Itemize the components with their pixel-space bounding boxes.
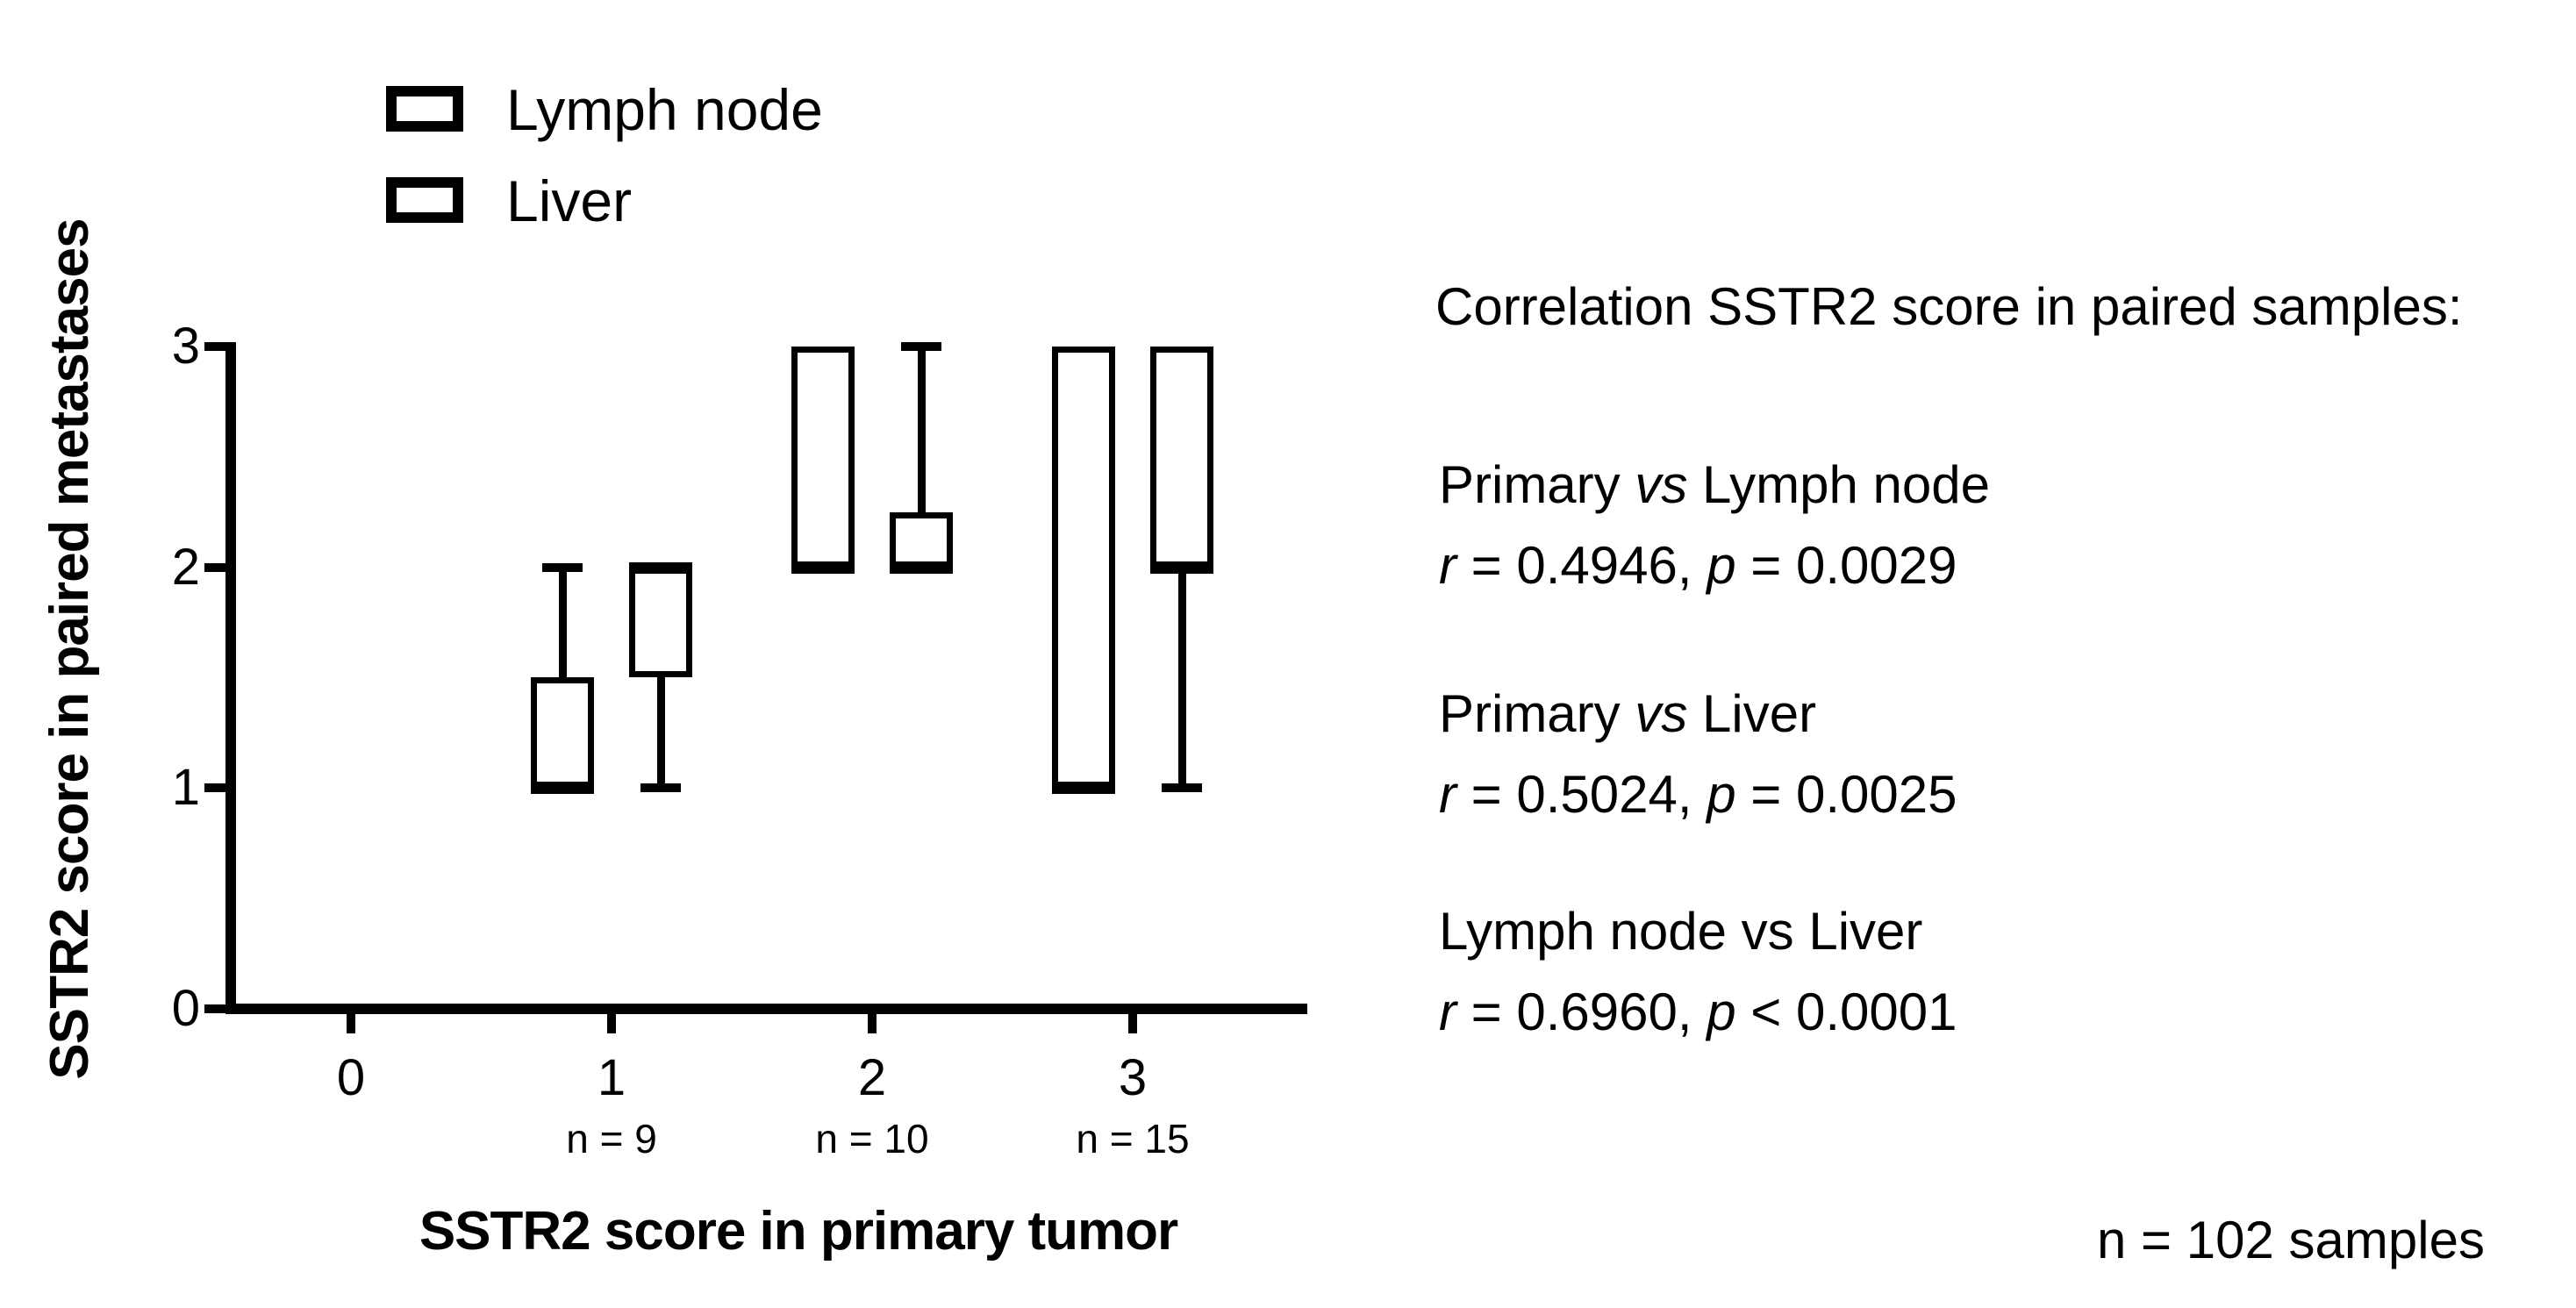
legend-item-lymph-node-label: Lymph node: [506, 77, 823, 142]
plain-text: Lymph node vs Liver: [1439, 902, 1923, 961]
plain-text: Primary: [1439, 684, 1635, 743]
group-count-label: n = 9: [566, 1116, 657, 1161]
legend-lymph-node-box-icon: [386, 86, 463, 132]
italic-text: p: [1707, 765, 1736, 824]
x-tick-label: 0: [336, 1049, 366, 1106]
whisker-cap: [541, 562, 583, 572]
italic-text: p: [1707, 536, 1736, 595]
total-samples-note: n = 102 samples: [2097, 1211, 2485, 1269]
x-axis-tick: [607, 1014, 616, 1033]
median-line: [1150, 561, 1214, 574]
stats-heading: Correlation SSTR2 score in paired sample…: [1435, 277, 2463, 336]
stats-pair-result: r = 0.5024, p = 0.0025: [1439, 765, 1957, 825]
italic-text: r: [1439, 536, 1456, 595]
box-liver-x2: [890, 511, 954, 568]
y-axis-tick: [204, 1004, 225, 1013]
whisker-line: [1178, 567, 1187, 789]
x-axis-tick: [1128, 1014, 1137, 1033]
x-axis-line: [225, 1004, 1307, 1014]
legend-item-liver-label: Liver: [506, 168, 633, 233]
stats-pair-title: Lymph node vs Liver: [1439, 902, 1922, 961]
x-tick-label: 1: [597, 1049, 626, 1106]
group-count-label: n = 10: [815, 1116, 929, 1161]
box-liver-x1: [629, 567, 693, 678]
whisker-cap: [640, 783, 682, 793]
legend-liver-box-icon: [386, 177, 463, 223]
italic-text: r: [1439, 765, 1456, 824]
whisker-line: [558, 567, 567, 678]
italic-text: vs: [1635, 684, 1688, 743]
italic-text: r: [1439, 983, 1456, 1041]
x-axis-title: SSTR2 score in primary tumor: [419, 1201, 1178, 1262]
y-tick-label: 2: [171, 538, 200, 596]
plain-text: = 0.0029: [1735, 536, 1957, 595]
box-lymph-node-x2: [791, 346, 855, 568]
italic-text: vs: [1635, 455, 1688, 514]
y-tick-label: 1: [171, 759, 200, 817]
stats-pair-title: Primary vs Lymph node: [1439, 455, 1990, 515]
stats-pair-title: Primary vs Liver: [1439, 684, 1816, 744]
group-count-label: n = 15: [1076, 1116, 1190, 1161]
median-line: [791, 561, 855, 574]
whisker-line: [918, 346, 927, 512]
median-line: [629, 561, 693, 574]
x-axis-tick: [868, 1014, 877, 1033]
box-liver-x3: [1150, 346, 1214, 568]
median-line: [890, 561, 954, 574]
x-tick-label: 3: [1118, 1049, 1148, 1106]
median-line: [530, 783, 594, 795]
x-tick-label: 2: [857, 1049, 887, 1106]
whisker-cap: [1162, 783, 1203, 793]
plain-text: Lymph node: [1687, 455, 1991, 514]
box-lymph-node-x3: [1051, 346, 1115, 789]
x-axis-tick: [347, 1014, 355, 1033]
whisker-line: [657, 677, 666, 789]
plain-text: = 0.6960,: [1456, 983, 1707, 1041]
italic-text: p: [1707, 983, 1736, 1041]
y-axis-tick: [204, 562, 225, 572]
y-tick-label: 0: [171, 980, 200, 1037]
median-line: [1051, 783, 1115, 795]
y-axis-tick: [204, 341, 225, 351]
plain-text: = 0.0025: [1735, 765, 1957, 824]
y-tick-label: 3: [171, 317, 200, 375]
stats-pair-result: r = 0.6960, p < 0.0001: [1439, 983, 1957, 1042]
plain-text: = 0.4946,: [1456, 536, 1707, 595]
box-lymph-node-x1: [530, 677, 594, 789]
plain-text: Primary: [1439, 455, 1635, 514]
plain-text: = 0.5024,: [1456, 765, 1707, 824]
stats-pair-result: r = 0.4946, p = 0.0029: [1439, 536, 1957, 596]
plain-text: < 0.0001: [1735, 983, 1957, 1041]
plain-text: Liver: [1687, 684, 1817, 743]
whisker-cap: [901, 341, 942, 351]
y-axis-tick: [204, 783, 225, 793]
y-axis-line: [225, 342, 236, 1014]
